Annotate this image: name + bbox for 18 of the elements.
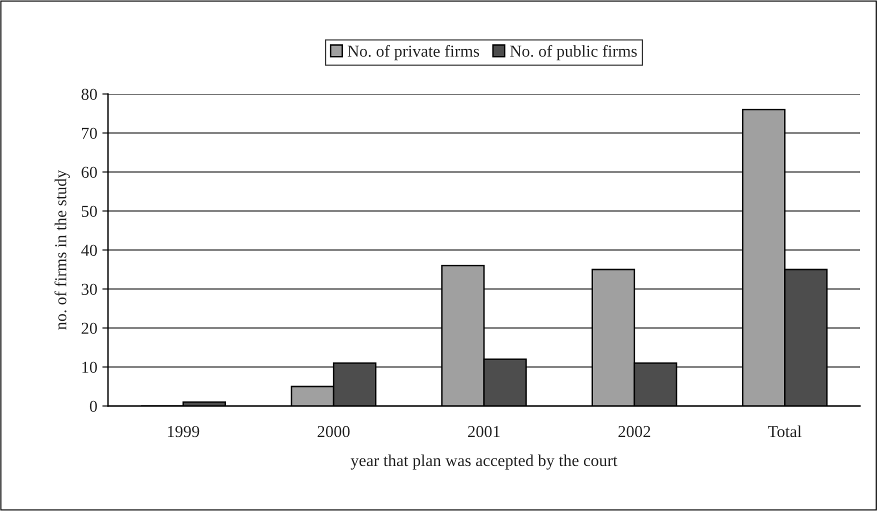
y-tick-label: 80: [82, 88, 97, 100]
y-tick-label: 40: [81, 244, 97, 256]
legend-label: No. of private firms: [348, 44, 480, 60]
x-tick-label: 2001: [468, 426, 500, 438]
x-axis-title: year that plan was accepted by the court: [350, 454, 618, 470]
x-tick-label: 2002: [618, 426, 650, 438]
y-tick-label: 10: [82, 362, 97, 373]
y-tick-label: 50: [82, 206, 97, 217]
x-tick-label: 2000: [318, 426, 350, 438]
y-axis-title: no. of firms in the study: [54, 170, 70, 330]
y-tick-label: 60: [82, 166, 97, 178]
x-tick-label: 1999: [168, 426, 200, 438]
legend-label: No. of public firms: [510, 44, 637, 60]
x-tick-label: Total: [768, 425, 802, 438]
y-tick-label: 30: [82, 284, 97, 295]
y-tick-label: 70: [82, 128, 97, 139]
y-tick-label: 20: [82, 322, 97, 334]
y-tick-label: 0: [90, 400, 97, 412]
